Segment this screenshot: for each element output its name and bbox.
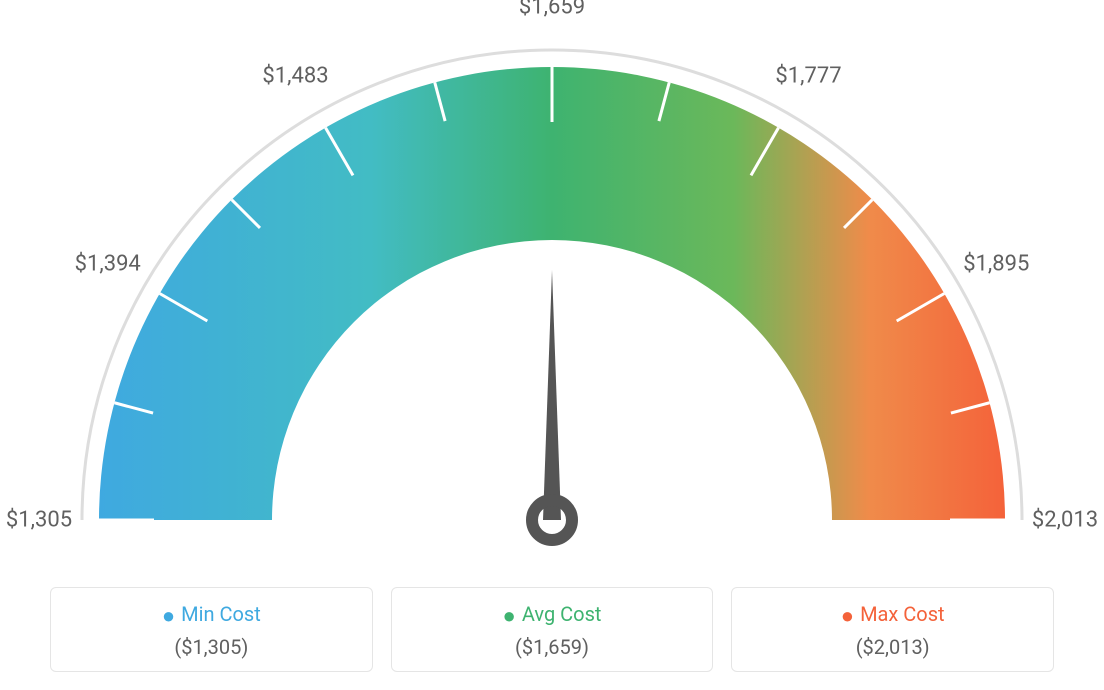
legend-card-min: ●Min Cost ($1,305): [50, 587, 373, 672]
legend-label-max: Max Cost: [860, 602, 945, 626]
legend-value-max: ($2,013): [740, 635, 1045, 659]
legend-title-max: ●Max Cost: [740, 602, 1045, 629]
gauge-tick-label: $1,394: [75, 251, 141, 276]
legend-value-avg: ($1,659): [400, 635, 705, 659]
dot-icon: ●: [503, 604, 516, 629]
dot-icon: ●: [841, 604, 854, 629]
legend-title-avg: ●Avg Cost: [400, 602, 705, 629]
gauge-tick-label: $2,013: [1032, 508, 1098, 533]
legend-value-min: ($1,305): [59, 635, 364, 659]
legend-card-max: ●Max Cost ($2,013): [731, 587, 1054, 672]
gauge-svg: [0, 0, 1104, 560]
legend-card-avg: ●Avg Cost ($1,659): [391, 587, 714, 672]
legend-label-avg: Avg Cost: [522, 602, 602, 626]
legend-label-min: Min Cost: [181, 602, 261, 626]
legend-row: ●Min Cost ($1,305) ●Avg Cost ($1,659) ●M…: [50, 587, 1054, 672]
gauge-chart: $1,305 $1,394 $1,483 $1,659 $1,777 $1,895 $2,0…: [0, 0, 1104, 560]
gauge-needle: [543, 270, 561, 520]
gauge-tick-label: $1,305: [6, 508, 72, 533]
legend-title-min: ●Min Cost: [59, 602, 364, 629]
gauge-tick-label: $1,777: [775, 63, 841, 88]
dot-icon: ●: [162, 604, 175, 629]
gauge-tick-label: $1,659: [519, 0, 585, 20]
gauge-tick-label: $1,895: [963, 251, 1029, 276]
gauge-tick-label: $1,483: [262, 63, 328, 88]
